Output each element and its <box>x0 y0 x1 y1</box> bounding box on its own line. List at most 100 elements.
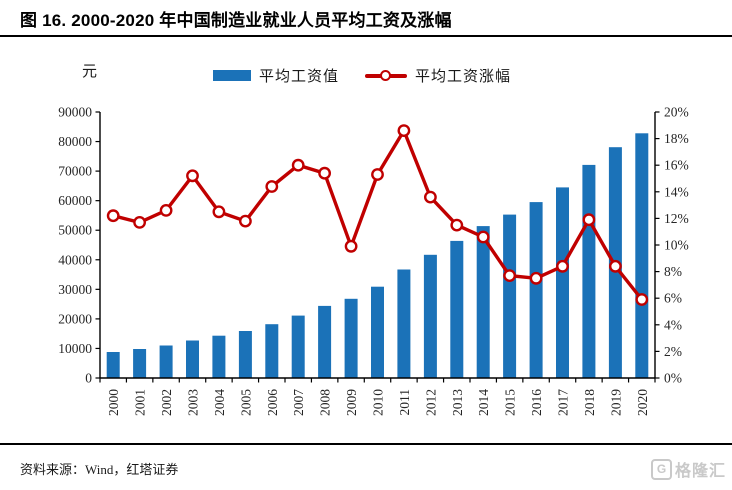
marker-2001 <box>133 216 147 229</box>
marker-2016 <box>529 271 543 285</box>
right-axis-tick-label: 16% <box>664 158 689 173</box>
x-axis-label-2001: 2001 <box>133 389 148 416</box>
x-axis-label-2009: 2009 <box>344 389 359 416</box>
right-axis-tick-label: 6% <box>664 291 682 306</box>
x-axis-label-2005: 2005 <box>238 389 253 416</box>
title-divider <box>0 35 732 37</box>
marker-2017 <box>556 259 569 273</box>
marker-2011 <box>397 124 411 137</box>
marker-2004 <box>212 205 226 219</box>
marker-2020 <box>635 293 649 306</box>
x-axis-label-2007: 2007 <box>291 389 306 416</box>
marker-2014 <box>476 230 490 244</box>
left-axis-tick-label: 50000 <box>58 223 92 238</box>
left-axis-tick-label: 0 <box>85 371 92 386</box>
marker-2008 <box>318 166 331 180</box>
x-axis-label-2013: 2013 <box>450 389 465 416</box>
y-axis-unit-label: 元 <box>82 64 98 80</box>
bar-2003 <box>186 340 199 378</box>
x-axis-label-2003: 2003 <box>186 389 201 416</box>
legend-label-wage: 平均工资值 <box>259 69 340 85</box>
legend-item-wage: 平均工资值 <box>213 65 339 86</box>
footer-divider <box>0 443 732 445</box>
bar-2007 <box>291 315 305 378</box>
marker-2002 <box>159 204 173 217</box>
left-axis-tick-label: 80000 <box>58 134 92 149</box>
x-axis-label-2006: 2006 <box>265 389 280 416</box>
bar-2016 <box>529 202 543 378</box>
marker-2007 <box>291 158 305 172</box>
left-axis-tick-label: 10000 <box>58 341 92 356</box>
marker-2010 <box>371 168 384 181</box>
marker-2018 <box>582 213 596 227</box>
right-axis-tick-label: 4% <box>664 317 682 332</box>
watermark: G 格隆汇 <box>650 457 726 481</box>
marker-2005 <box>238 214 252 228</box>
x-axis-label-2008: 2008 <box>318 389 333 416</box>
marker-2015 <box>503 269 516 283</box>
legend-item-growth: 平均工资涨幅 <box>365 65 511 86</box>
bar-2010 <box>371 286 384 378</box>
bar-2001 <box>133 349 147 378</box>
bar-2017 <box>556 187 569 378</box>
right-axis-tick-label: 14% <box>664 184 689 199</box>
bar-2004 <box>212 335 226 378</box>
x-axis-label-2004: 2004 <box>212 389 227 416</box>
marker-2006 <box>265 180 279 193</box>
legend-label-growth: 平均工资涨幅 <box>415 69 512 85</box>
right-axis-tick-label: 8% <box>664 264 682 279</box>
chart-legend: 平均工资值 平均工资涨幅 <box>213 65 511 86</box>
marker-2009 <box>344 239 358 253</box>
left-axis-tick-label: 40000 <box>58 252 92 267</box>
bar-2008 <box>318 305 332 378</box>
x-axis-label-2018: 2018 <box>582 389 597 416</box>
bar-2018 <box>582 164 596 378</box>
bar-2011 <box>397 269 411 378</box>
x-axis-label-2020: 2020 <box>635 389 650 416</box>
left-axis-tick-label: 20000 <box>58 311 92 326</box>
marker-2000 <box>106 209 120 223</box>
bar-2009 <box>344 298 358 378</box>
x-axis-label-2011: 2011 <box>397 389 412 416</box>
bar-2015 <box>503 214 517 378</box>
x-axis-label-2019: 2019 <box>608 389 623 416</box>
combo-chart-plot: 0 10000 20000 30000 40000 50000 60000 70000 8000… <box>58 105 689 417</box>
bar-series-swatch-icon <box>213 70 251 81</box>
right-axis-tick-label: 0% <box>664 371 682 386</box>
marker-2003 <box>186 169 199 183</box>
left-axis-tick-label: 70000 <box>58 164 92 179</box>
right-axis-tick-label: 20% <box>664 105 689 120</box>
line-series-swatch-icon <box>365 69 408 82</box>
marker-2013 <box>450 218 464 232</box>
left-axis-tick-label: 90000 <box>58 105 92 120</box>
watermark-text: 格隆汇 <box>674 463 726 480</box>
right-axis-tick-label: 10% <box>664 238 689 253</box>
bar-2014 <box>476 226 490 378</box>
bar-2013 <box>450 240 464 378</box>
x-axis-label-2015: 2015 <box>503 389 518 416</box>
right-axis-tick-label: 12% <box>664 211 689 226</box>
x-axis-label-2000: 2000 <box>106 389 121 416</box>
figure-title: 图 16. 2000-2020 年中国制造业就业人员平均工资及涨幅 <box>20 11 452 30</box>
bar-2000 <box>106 352 120 378</box>
x-axis-label-2014: 2014 <box>476 389 491 416</box>
x-axis-label-2017: 2017 <box>556 389 571 416</box>
right-axis-tick-label: 18% <box>664 131 689 146</box>
left-axis-tick-label: 60000 <box>58 193 92 208</box>
gelonghui-logo-icon: G <box>650 458 672 480</box>
bar-2006 <box>265 324 279 378</box>
x-axis-label-2010: 2010 <box>371 389 386 416</box>
x-axis-label-2012: 2012 <box>423 389 438 416</box>
x-axis-label-2016: 2016 <box>529 389 544 416</box>
bar-2005 <box>238 331 252 378</box>
marker-2012 <box>423 190 437 204</box>
source-note: 资料来源：Wind，红塔证券 <box>20 462 179 477</box>
bar-2002 <box>159 345 173 378</box>
marker-2019 <box>609 259 622 273</box>
left-axis-tick-label: 30000 <box>58 282 92 297</box>
bar-2020 <box>635 133 649 378</box>
right-axis-tick-label: 2% <box>664 344 682 359</box>
x-axis-label-2002: 2002 <box>159 389 174 416</box>
bar-2012 <box>423 254 437 378</box>
